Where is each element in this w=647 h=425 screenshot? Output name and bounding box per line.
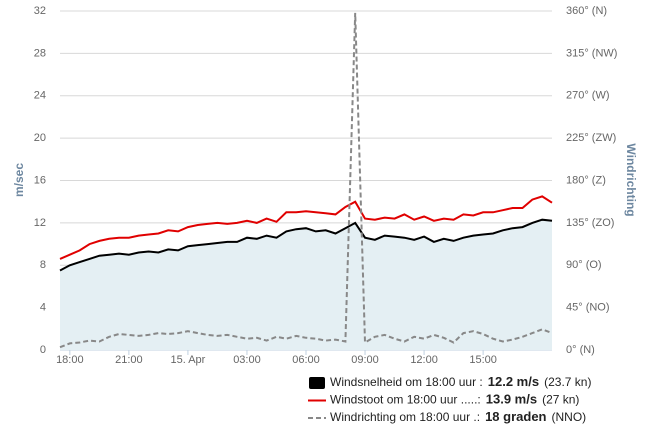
y2-tick-label: 360° (N) (566, 5, 607, 17)
x-tick-label: 12:00 (410, 354, 438, 366)
x-tick-label: 06:00 (292, 354, 320, 366)
y-tick-label: 24 (34, 90, 46, 102)
series-line (59, 218, 553, 272)
y-tick-label: 16 (34, 174, 46, 186)
legend-value: 12.2 m/s (488, 374, 539, 389)
y-tick-label: 4 (40, 302, 46, 314)
y2-tick-label: 45° (NO) (566, 302, 610, 314)
legend-item: Windrichting om 18:00 uur .: 18 graden (NN… (330, 409, 586, 424)
y-axis-title: m/sec (12, 163, 26, 197)
x-tick-label: 15:00 (469, 354, 497, 366)
legend-note: (23.7 kn) (544, 375, 591, 389)
x-tick-label: 15. Apr (170, 354, 205, 366)
y2-tick-label: 270° (W) (566, 90, 610, 102)
series-area (60, 219, 552, 350)
y2-tick-label: 225° (ZW) (566, 132, 616, 144)
y2-tick-label: 135° (ZO) (566, 217, 614, 229)
y-tick-label: 8 (40, 259, 46, 271)
legend-item: Windsnelheid om 18:00 uur : 12.2 m/s (23.7… (330, 374, 591, 389)
legend-value: 13.9 m/s (486, 392, 537, 407)
y2-tick-label: 90° (O) (566, 259, 602, 271)
legend-label: Windsnelheid om 18:00 uur : (330, 375, 483, 389)
y2-axis-title: Windrichting (624, 143, 638, 216)
y2-tick-label: 180° (Z) (566, 174, 606, 186)
x-tick-label: 09:00 (351, 354, 379, 366)
legend-symbol (309, 377, 325, 389)
y-tick-label: 28 (34, 47, 46, 59)
x-tick-label: 03:00 (233, 354, 261, 366)
y-tick-label: 32 (34, 5, 46, 17)
legend-item: Windstoot om 18:00 uur .....: 13.9 m/s (27… (330, 392, 579, 407)
legend-label: Windrichting om 18:00 uur .: (330, 410, 480, 424)
legend-value: 18 graden (485, 409, 546, 424)
y2-tick-label: 0° (N) (566, 344, 595, 356)
y-tick-label: 0 (40, 344, 46, 356)
x-tick-label: 18:00 (56, 354, 84, 366)
y-tick-label: 12 (34, 217, 46, 229)
series-line (59, 12, 553, 349)
series-line (59, 195, 553, 260)
y2-tick-label: 315° (NW) (566, 47, 617, 59)
y-tick-label: 20 (34, 132, 46, 144)
legend-note: (27 kn) (542, 393, 579, 407)
x-tick-label: 21:00 (115, 354, 143, 366)
legend-note: (NNO) (552, 410, 587, 424)
legend-label: Windstoot om 18:00 uur .....: (330, 393, 481, 407)
